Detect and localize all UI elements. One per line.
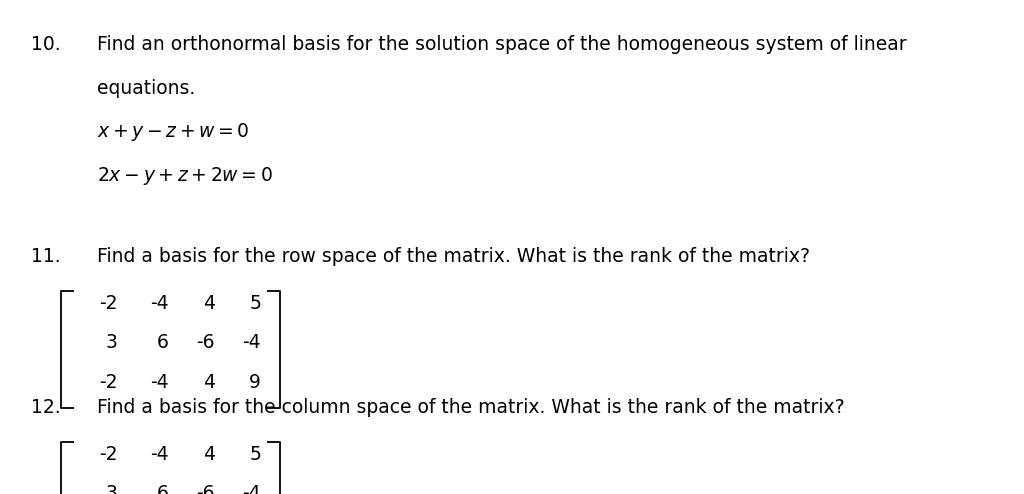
Text: -6: -6	[197, 484, 215, 494]
Text: Find an orthonormal basis for the solution space of the homogeneous system of li: Find an orthonormal basis for the soluti…	[97, 35, 907, 53]
Text: 5: 5	[249, 294, 261, 313]
Text: 3: 3	[105, 484, 118, 494]
Text: 4: 4	[203, 373, 215, 392]
Text: Find a basis for the column space of the matrix. What is the rank of the matrix?: Find a basis for the column space of the…	[97, 398, 845, 416]
Text: -4: -4	[151, 294, 169, 313]
Text: 10.: 10.	[31, 35, 60, 53]
Text: -2: -2	[99, 445, 118, 463]
Text: equations.: equations.	[97, 79, 196, 98]
Text: 4: 4	[203, 445, 215, 463]
Text: -2: -2	[99, 294, 118, 313]
Text: 6: 6	[157, 484, 169, 494]
Text: -2: -2	[99, 373, 118, 392]
Text: -4: -4	[151, 373, 169, 392]
Text: $x + y - z + w = 0$: $x + y - z + w = 0$	[97, 121, 250, 143]
Text: 3: 3	[105, 333, 118, 352]
Text: 5: 5	[249, 445, 261, 463]
Text: 12.: 12.	[31, 398, 60, 416]
Text: -4: -4	[243, 333, 261, 352]
Text: 6: 6	[157, 333, 169, 352]
Text: Find a basis for the row space of the matrix. What is the rank of the matrix?: Find a basis for the row space of the ma…	[97, 247, 810, 266]
Text: -4: -4	[151, 445, 169, 463]
Text: 11.: 11.	[31, 247, 60, 266]
Text: 4: 4	[203, 294, 215, 313]
Text: -6: -6	[197, 333, 215, 352]
Text: -4: -4	[243, 484, 261, 494]
Text: 9: 9	[249, 373, 261, 392]
Text: $2x - y + z + 2w = 0$: $2x - y + z + 2w = 0$	[97, 165, 273, 188]
